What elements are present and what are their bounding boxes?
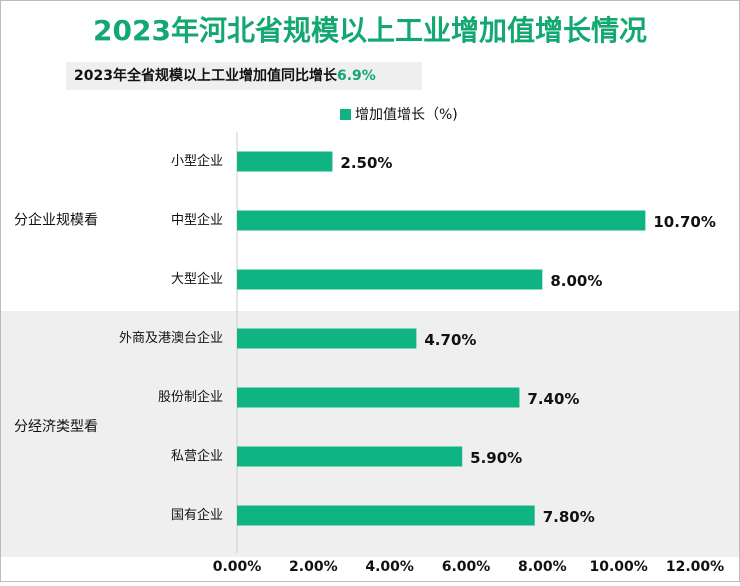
x-tick-label: 8.00%: [518, 559, 567, 575]
bar: [237, 269, 543, 290]
bar: [237, 505, 535, 526]
y-tick-label: 外商及港澳台企业: [119, 330, 223, 346]
subtitle-box: [66, 62, 422, 90]
y-tick-label: 中型企业: [171, 212, 223, 228]
value-label: 2.50%: [340, 154, 392, 172]
value-label: 8.00%: [550, 272, 602, 290]
value-label: 5.90%: [470, 449, 522, 467]
y-tick-label: 小型企业: [171, 153, 223, 169]
group-label: 分企业规模看: [14, 212, 98, 229]
y-tick-label: 大型企业: [171, 271, 223, 287]
subtitle-text: 2023年全省规模以上工业增加值同比增长: [74, 67, 338, 84]
x-tick-label: 2.00%: [289, 559, 338, 575]
value-label: 4.70%: [424, 331, 476, 349]
value-label: 10.70%: [653, 213, 715, 231]
y-tick-label: 私营企业: [171, 448, 223, 464]
y-tick-label: 国有企业: [171, 507, 223, 523]
bar: [237, 387, 520, 408]
bar: [237, 328, 417, 349]
subtitle-value: 6.9%: [337, 68, 376, 84]
x-tick-label: 12.00%: [666, 559, 724, 575]
bar: [237, 151, 333, 172]
x-tick-label: 4.00%: [365, 559, 414, 575]
value-label: 7.80%: [543, 508, 595, 526]
x-tick-label: 0.00%: [213, 559, 262, 575]
x-tick-label: 6.00%: [442, 559, 491, 575]
bar: [237, 210, 646, 231]
legend-label: 增加值增长（%): [355, 107, 458, 123]
bar: [237, 446, 463, 467]
subtitle: 2023年全省规模以上工业增加值同比增长6.9%: [74, 67, 376, 84]
y-tick-label: 股份制企业: [158, 389, 223, 405]
value-label: 7.40%: [527, 390, 579, 408]
chart-title: 2023年河北省规模以上工业增加值增长情况: [93, 14, 647, 47]
group-label: 分经济类型看: [14, 419, 98, 435]
x-tick-label: 10.00%: [590, 559, 648, 575]
legend-swatch: [340, 109, 351, 120]
